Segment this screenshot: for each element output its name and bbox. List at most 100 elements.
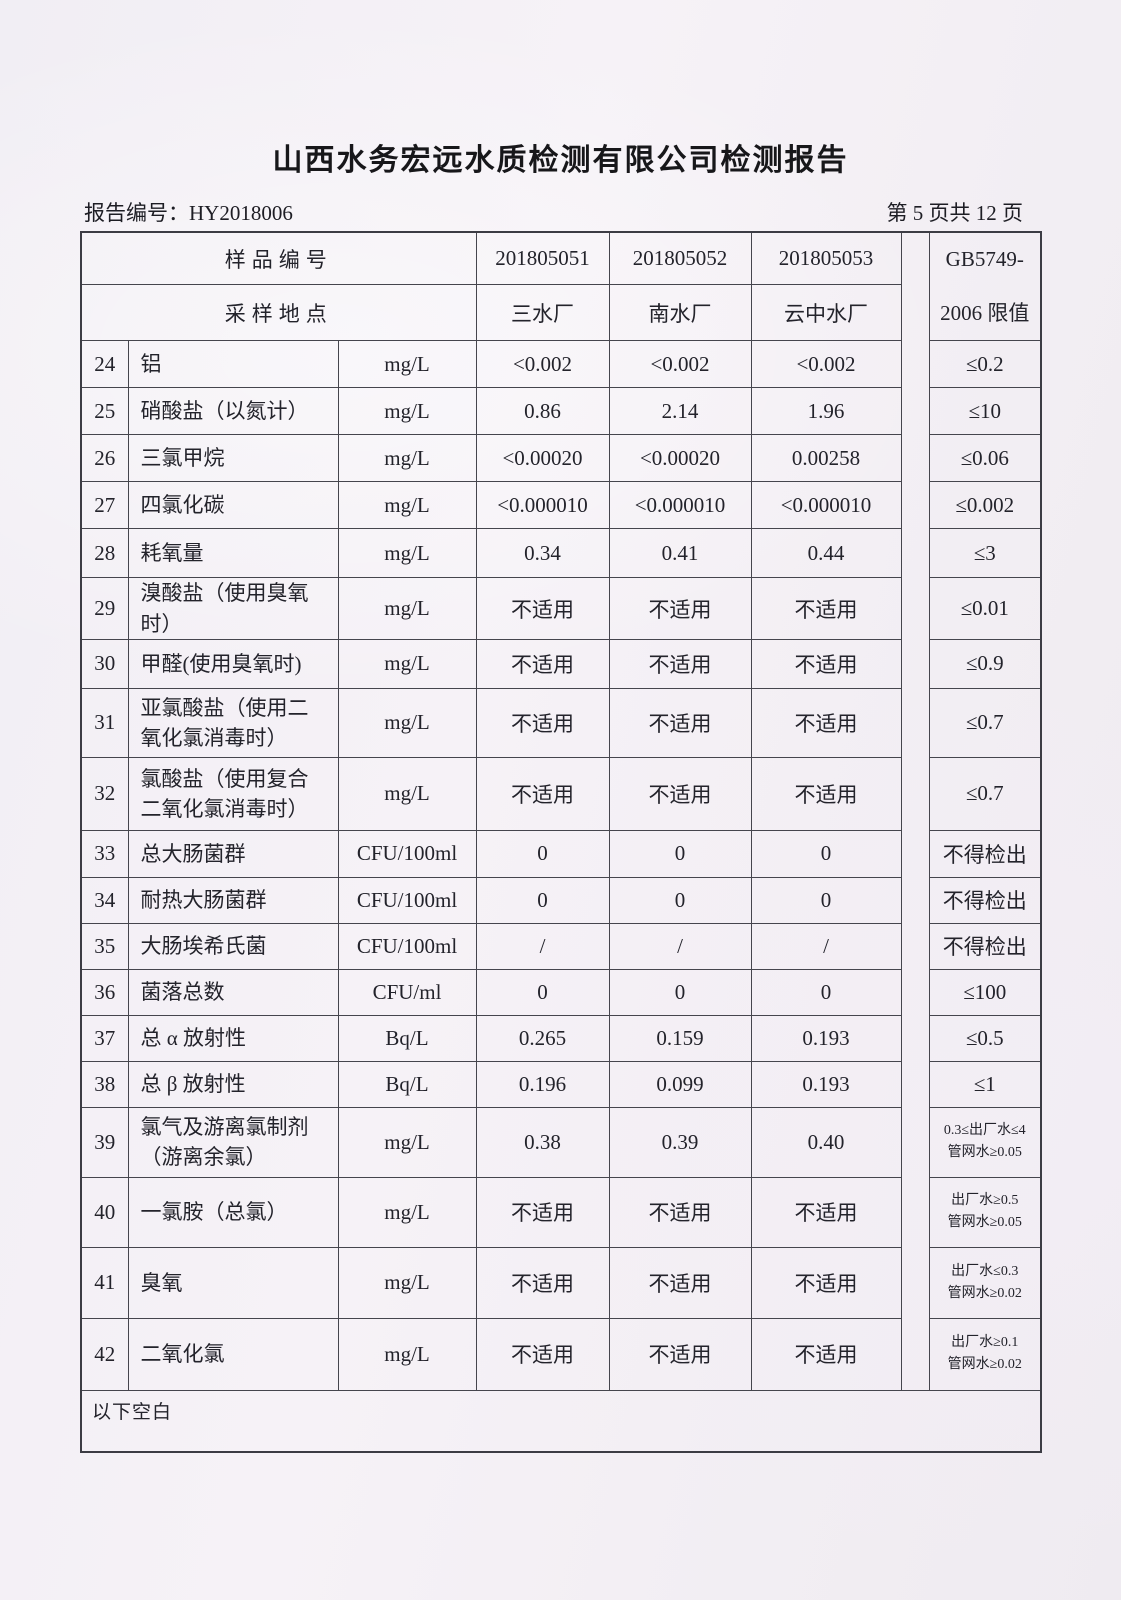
- sample-id-3: 201805053: [750, 231, 902, 286]
- row-number-cell: 29: [80, 577, 129, 640]
- value-cell-sample2: /: [608, 922, 752, 970]
- value-cell-sample1: 0.34: [475, 528, 610, 579]
- value-cell-sample3: 1.96: [750, 387, 902, 436]
- value-cell-sample3: 0.193: [750, 1060, 902, 1108]
- spacer-cell: [900, 340, 930, 388]
- limit-cell: 不得检出: [928, 876, 1042, 924]
- parameter-name-cell: 三氯甲烷: [127, 434, 339, 483]
- unit-cell: CFU/100ml: [337, 829, 477, 878]
- parameter-name-cell: 溴酸盐（使用臭氧 时）: [127, 577, 339, 640]
- limit-cell: ≤0.9: [928, 638, 1042, 689]
- value-cell-sample2: <0.000010: [608, 481, 752, 530]
- unit-cell: mg/L: [337, 1176, 477, 1248]
- value-cell-sample1: 0.38: [475, 1106, 610, 1178]
- page-number-indicator: 第 5 页共 12 页: [886, 201, 1024, 225]
- value-cell-sample3: 不适用: [750, 638, 902, 689]
- parameter-row: 24 铝 mg/L <0.002 <0.002 <0.002 ≤0.2: [80, 340, 1042, 389]
- spacer-cell: [900, 434, 930, 482]
- unit-cell: CFU/100ml: [337, 876, 477, 924]
- parameter-row: 41 臭氧 mg/L 不适用 不适用 不适用 出厂水≤0.3 管网水≥0.02: [80, 1246, 1042, 1319]
- spacer-cell: [900, 877, 930, 924]
- unit-cell: mg/L: [337, 434, 477, 483]
- row-number-cell: 30: [80, 638, 129, 689]
- limit-cell: ≤100: [928, 968, 1042, 1016]
- row-number-cell: 41: [80, 1246, 129, 1319]
- spacer-cell: [900, 757, 930, 831]
- row-number-cell: 36: [80, 968, 129, 1016]
- parameter-row: 36 菌落总数 CFU/ml 0 0 0 ≤100: [80, 968, 1042, 1016]
- limit-cell: ≤0.01: [928, 577, 1042, 640]
- spacer-cell: [900, 1107, 930, 1178]
- value-cell-sample1: <0.00020: [475, 434, 610, 483]
- row-number-cell: 33: [80, 829, 129, 878]
- value-cell-sample1: 0.265: [475, 1014, 610, 1062]
- limit-cell: 出厂水≥0.1 管网水≥0.02: [928, 1317, 1042, 1391]
- value-cell-sample3: 0: [750, 968, 902, 1016]
- parameter-name-cell: 耗氧量: [127, 528, 339, 579]
- row-number-cell: 24: [80, 340, 129, 389]
- unit-cell: mg/L: [337, 638, 477, 689]
- parameter-row: 34 耐热大肠菌群 CFU/100ml 0 0 0 不得检出: [80, 876, 1042, 924]
- parameter-row: 26 三氯甲烷 mg/L <0.00020 <0.00020 0.00258 ≤…: [80, 434, 1042, 483]
- spacer-cell: [900, 577, 930, 640]
- spacer-cell: [900, 923, 930, 970]
- value-cell-sample1: <0.002: [475, 340, 610, 389]
- parameter-row: 40 一氯胺（总氯） mg/L 不适用 不适用 不适用 出厂水≥0.5 管网水≥…: [80, 1176, 1042, 1248]
- limit-cell: ≤0.06: [928, 434, 1042, 483]
- parameter-row: 38 总 β 放射性 Bq/L 0.196 0.099 0.193 ≤1: [80, 1060, 1042, 1108]
- row-number-cell: 40: [80, 1176, 129, 1248]
- value-cell-sample2: 不适用: [608, 638, 752, 689]
- spacer-cell: [900, 1015, 930, 1062]
- value-cell-sample1: 不适用: [475, 577, 610, 640]
- page-title: 山西水务宏远水质检测有限公司检测报告: [272, 144, 849, 177]
- row-number-cell: 39: [80, 1106, 129, 1178]
- table-body: 24 铝 mg/L <0.002 <0.002 <0.002 ≤0.2 25 硝…: [80, 340, 1042, 1391]
- limit-cell: ≤0.5: [928, 1014, 1042, 1062]
- limit-cell: 0.3≤出厂水≤4 管网水≥0.05: [928, 1106, 1042, 1178]
- unit-cell: mg/L: [337, 528, 477, 579]
- parameter-row: 31 亚氯酸盐（使用二 氧化氯消毒时） mg/L 不适用 不适用 不适用 ≤0.…: [80, 687, 1042, 758]
- value-cell-sample2: <0.002: [608, 340, 752, 389]
- value-cell-sample3: 0: [750, 876, 902, 924]
- parameter-row: 42 二氧化氯 mg/L 不适用 不适用 不适用 出厂水≥0.1 管网水≥0.0…: [80, 1317, 1042, 1391]
- parameter-name-cell: 铝: [127, 340, 339, 389]
- footer-row: 以下空白: [80, 1389, 1042, 1453]
- value-cell-sample3: 不适用: [750, 756, 902, 831]
- parameter-name-cell: 四氯化碳: [127, 481, 339, 530]
- value-cell-sample2: 不适用: [608, 577, 752, 640]
- sample-id-label: 样品编号: [80, 231, 477, 286]
- spacer-cell: [900, 688, 930, 758]
- below-blank-note: 以下空白: [80, 1389, 1042, 1453]
- sampling-location-row: 采样地点 三水厂 南水厂 云中水厂: [80, 284, 1041, 342]
- value-cell-sample2: 不适用: [608, 687, 752, 758]
- unit-cell: mg/L: [337, 481, 477, 530]
- unit-cell: mg/L: [337, 387, 477, 436]
- parameter-row: 32 氯酸盐（使用复合 二氧化氯消毒时） mg/L 不适用 不适用 不适用 ≤0…: [80, 756, 1042, 831]
- value-cell-sample1: 0: [475, 968, 610, 1016]
- value-cell-sample2: 不适用: [608, 756, 752, 831]
- value-cell-sample3: <0.002: [750, 340, 902, 389]
- unit-cell: CFU/100ml: [337, 922, 477, 970]
- limit-cell: ≤10: [928, 387, 1042, 436]
- value-cell-sample1: 不适用: [475, 756, 610, 831]
- limit-cell: 不得检出: [928, 829, 1042, 878]
- table-footer: 以下空白: [80, 1389, 1042, 1453]
- limit-cell: 出厂水≥0.5 管网水≥0.05: [928, 1176, 1042, 1248]
- parameter-name-cell: 甲醛(使用臭氧时): [127, 638, 339, 689]
- value-cell-sample3: 0.40: [750, 1106, 902, 1178]
- parameter-name-cell: 大肠埃希氏菌: [127, 922, 339, 970]
- location-1: 三水厂: [475, 284, 610, 342]
- location-3: 云中水厂: [750, 284, 902, 342]
- value-cell-sample2: 不适用: [608, 1246, 752, 1319]
- spacer-cell: [900, 528, 930, 578]
- limit-cell: 出厂水≤0.3 管网水≥0.02: [928, 1246, 1042, 1319]
- parameter-row: 30 甲醛(使用臭氧时) mg/L 不适用 不适用 不适用 ≤0.9: [80, 638, 1042, 689]
- value-cell-sample3: 不适用: [750, 577, 902, 640]
- spacer-cell: [900, 830, 930, 878]
- limit-cell: ≤0.2: [928, 340, 1042, 389]
- row-number-cell: 35: [80, 922, 129, 970]
- value-cell-sample1: 0.196: [475, 1060, 610, 1108]
- parameter-name-cell: 总 α 放射性: [127, 1014, 339, 1062]
- row-number-cell: 28: [80, 528, 129, 579]
